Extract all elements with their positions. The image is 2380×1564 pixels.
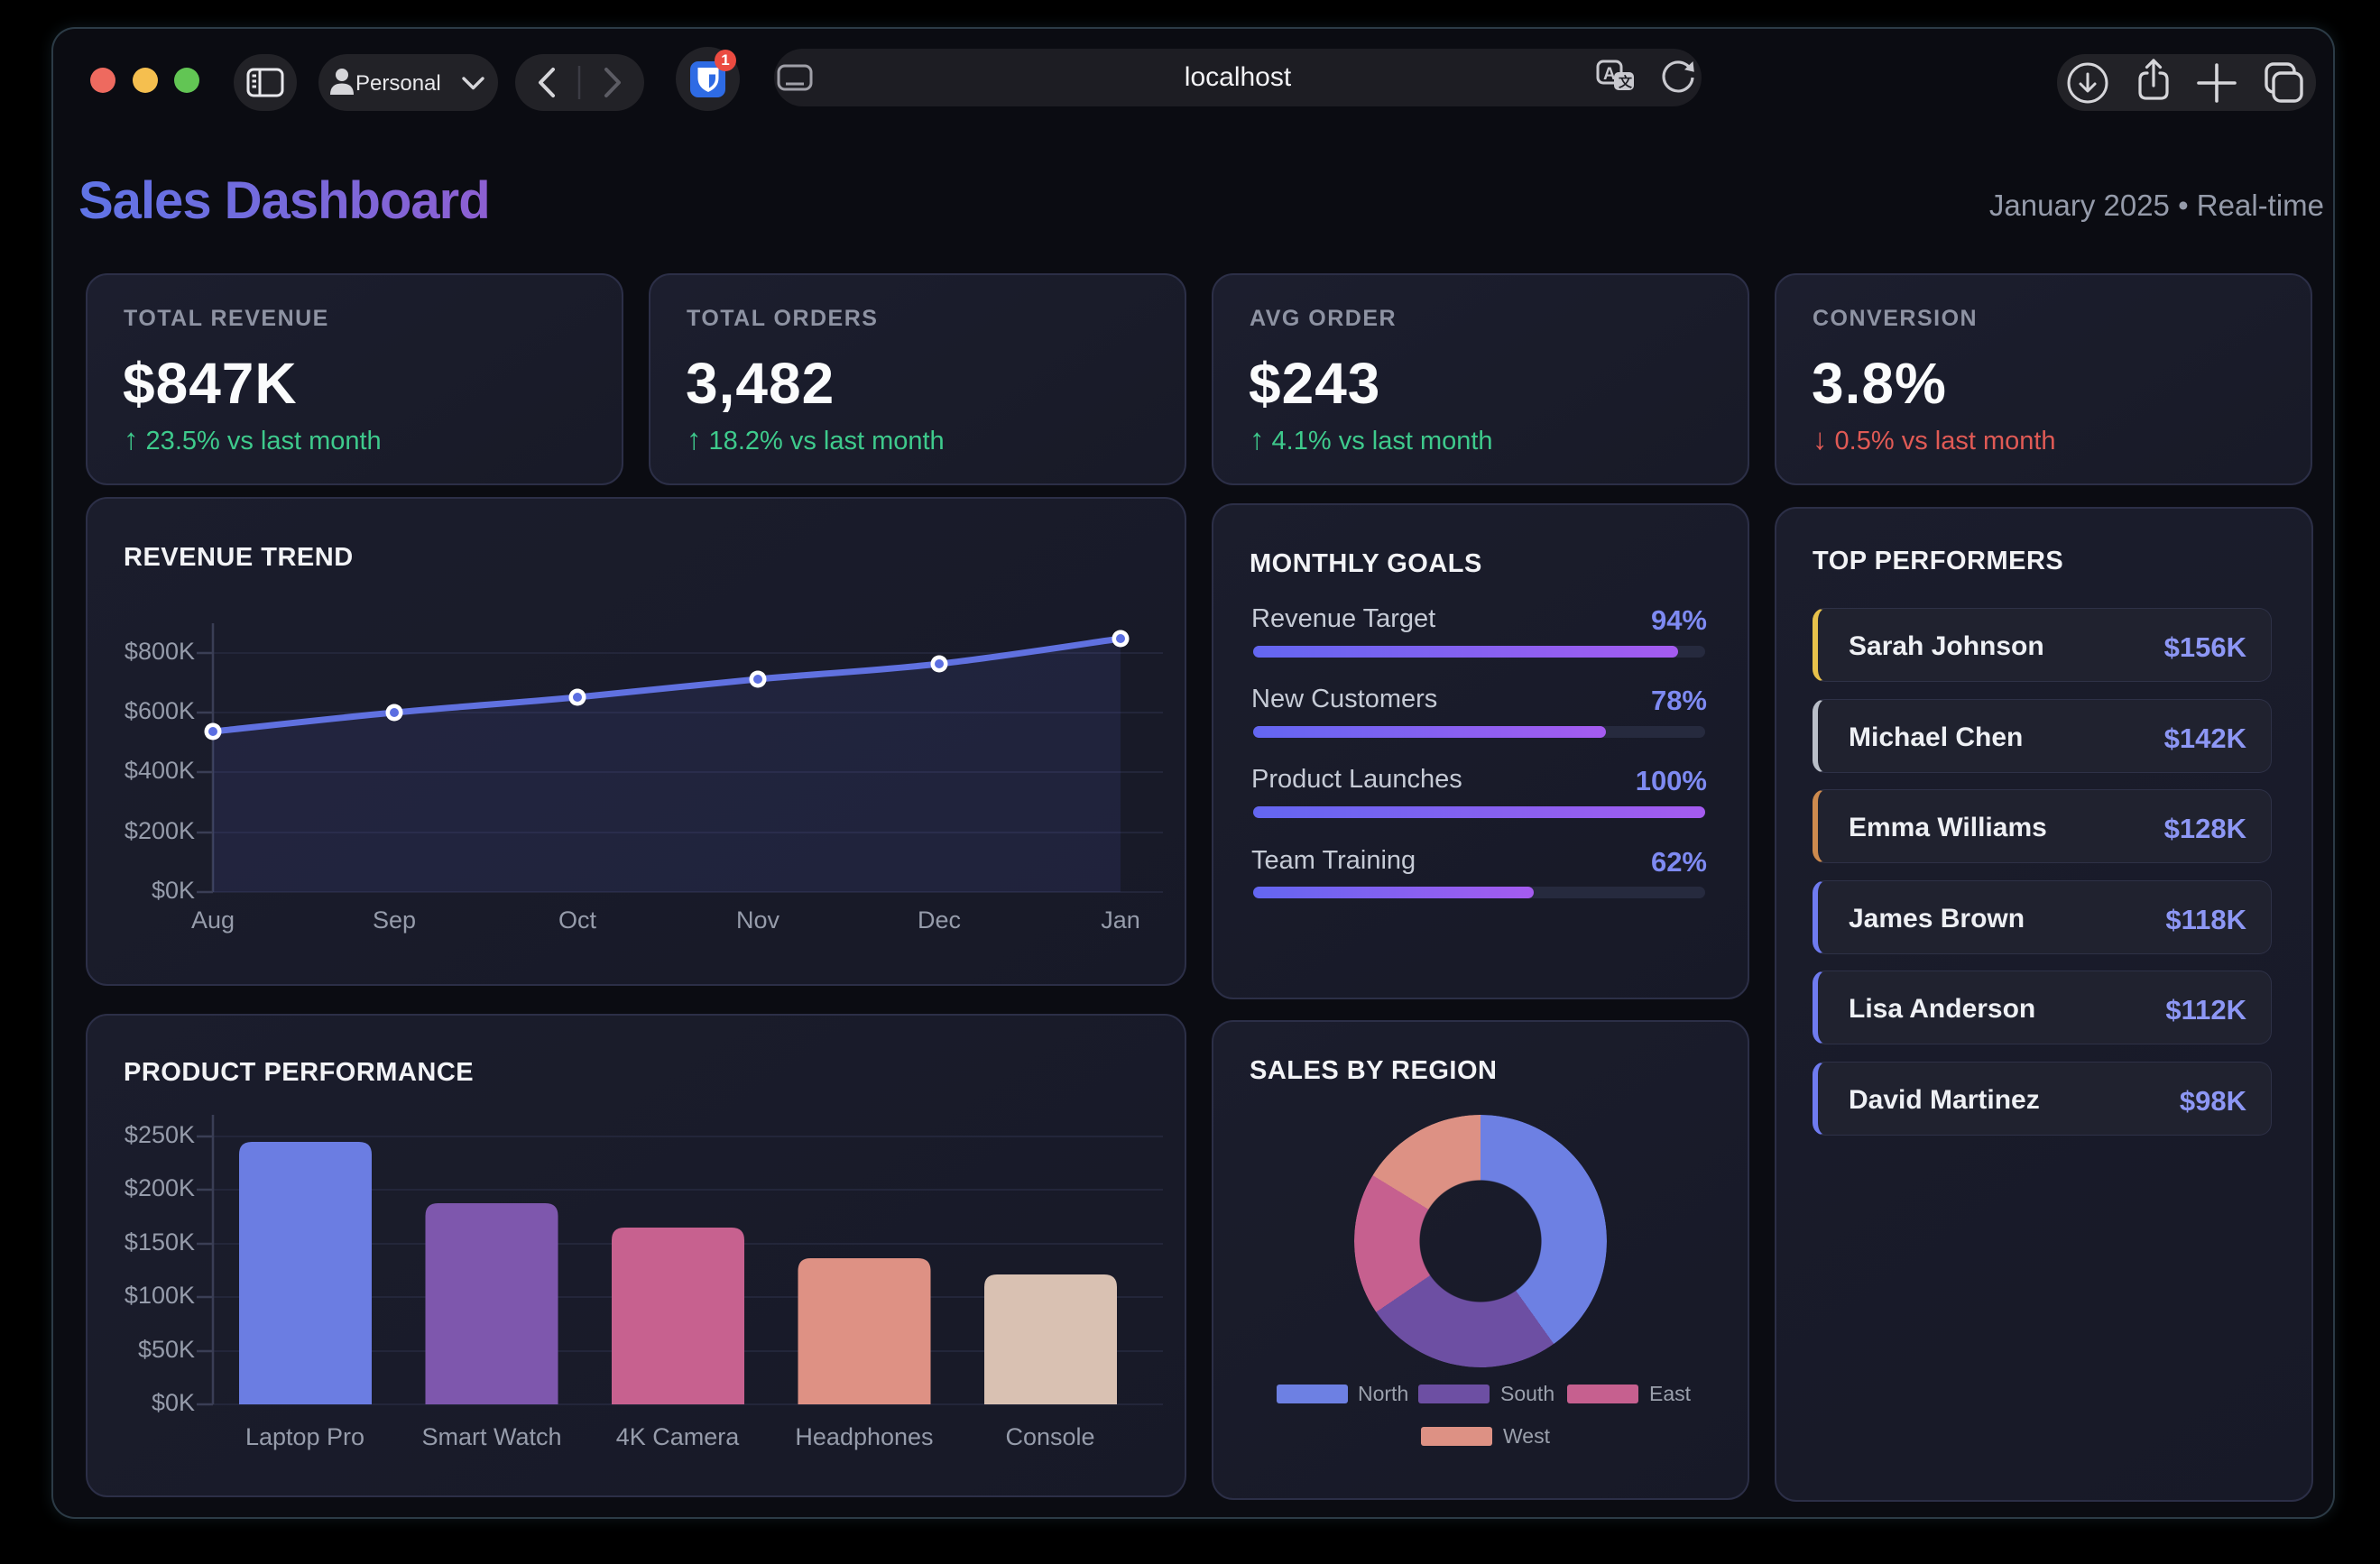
svg-text:A: A	[1603, 65, 1616, 84]
svg-text:文: 文	[1619, 74, 1633, 90]
svg-text:Personal: Personal	[355, 71, 441, 96]
